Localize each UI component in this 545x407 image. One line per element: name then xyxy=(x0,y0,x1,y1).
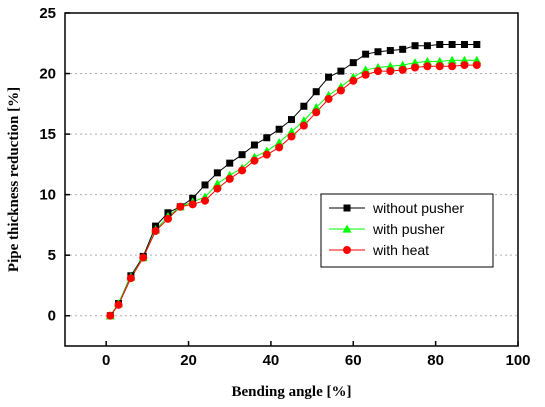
data-point xyxy=(164,215,172,223)
data-point xyxy=(461,41,468,48)
data-point xyxy=(226,160,233,167)
data-point xyxy=(473,61,481,69)
data-point xyxy=(473,41,480,48)
data-point xyxy=(300,122,308,130)
data-point xyxy=(423,62,431,70)
data-point xyxy=(448,62,456,70)
data-point xyxy=(226,175,234,183)
data-point xyxy=(202,181,209,188)
data-point xyxy=(213,185,221,193)
data-point xyxy=(288,116,295,123)
data-point xyxy=(263,134,270,141)
series-line xyxy=(110,44,477,315)
data-point xyxy=(337,86,345,94)
data-point xyxy=(139,254,147,262)
x-tick-label: 20 xyxy=(180,352,197,369)
data-point xyxy=(152,227,160,235)
data-point xyxy=(362,71,370,79)
x-tick-label: 100 xyxy=(505,352,530,369)
data-point xyxy=(349,77,357,85)
y-tick-label: 25 xyxy=(39,5,56,22)
data-point xyxy=(386,67,394,75)
data-point xyxy=(449,41,456,48)
data-point xyxy=(436,41,443,48)
data-point xyxy=(399,46,406,53)
data-point xyxy=(374,67,382,75)
data-point xyxy=(201,197,209,205)
legend-label: with pusher xyxy=(372,221,445,237)
series-line xyxy=(110,65,477,316)
series-line xyxy=(110,60,477,316)
data-point xyxy=(127,274,135,282)
data-point xyxy=(238,166,246,174)
series-lines xyxy=(110,44,477,315)
data-point xyxy=(250,157,258,165)
data-point xyxy=(411,63,419,71)
data-point xyxy=(239,151,246,158)
data-point xyxy=(300,103,307,110)
data-point xyxy=(288,133,296,141)
data-point xyxy=(325,95,333,103)
data-point xyxy=(412,42,419,49)
y-tick-label: 15 xyxy=(39,126,56,143)
data-point xyxy=(276,126,283,133)
data-point xyxy=(176,203,184,211)
x-axis-title: Bending angle [%] xyxy=(231,384,351,400)
y-axis-title: Pipe thickness reduction [%] xyxy=(6,87,22,272)
data-point xyxy=(115,301,123,309)
data-point xyxy=(275,143,283,151)
data-point xyxy=(263,151,271,159)
data-point xyxy=(189,200,197,208)
data-point xyxy=(350,59,357,66)
data-point xyxy=(312,108,320,116)
data-point xyxy=(337,68,344,75)
data-point xyxy=(362,51,369,58)
legend: without pusher with pusher with heat xyxy=(321,194,493,267)
data-point xyxy=(325,74,332,81)
data-point xyxy=(424,42,431,49)
legend-label: without pusher xyxy=(372,200,464,216)
legend-marker xyxy=(344,205,351,212)
legend-marker xyxy=(343,246,351,254)
data-point xyxy=(436,62,444,70)
data-point xyxy=(399,66,407,74)
data-point xyxy=(106,312,114,320)
y-tick-label: 5 xyxy=(48,247,56,264)
legend-label: with heat xyxy=(372,242,429,258)
x-tick-label: 60 xyxy=(345,352,362,369)
data-point xyxy=(214,169,221,176)
y-tick-label: 10 xyxy=(39,187,56,204)
y-tick-label: 20 xyxy=(39,66,56,83)
data-point xyxy=(460,61,468,69)
data-point xyxy=(387,47,394,54)
data-point xyxy=(374,48,381,55)
series-markers xyxy=(106,41,482,320)
data-point xyxy=(251,141,258,148)
y-tick-label: 0 xyxy=(48,308,56,325)
x-tick-label: 80 xyxy=(427,352,444,369)
x-tick-label: 0 xyxy=(102,352,110,369)
data-point xyxy=(313,88,320,95)
x-tick-label: 40 xyxy=(263,352,280,369)
